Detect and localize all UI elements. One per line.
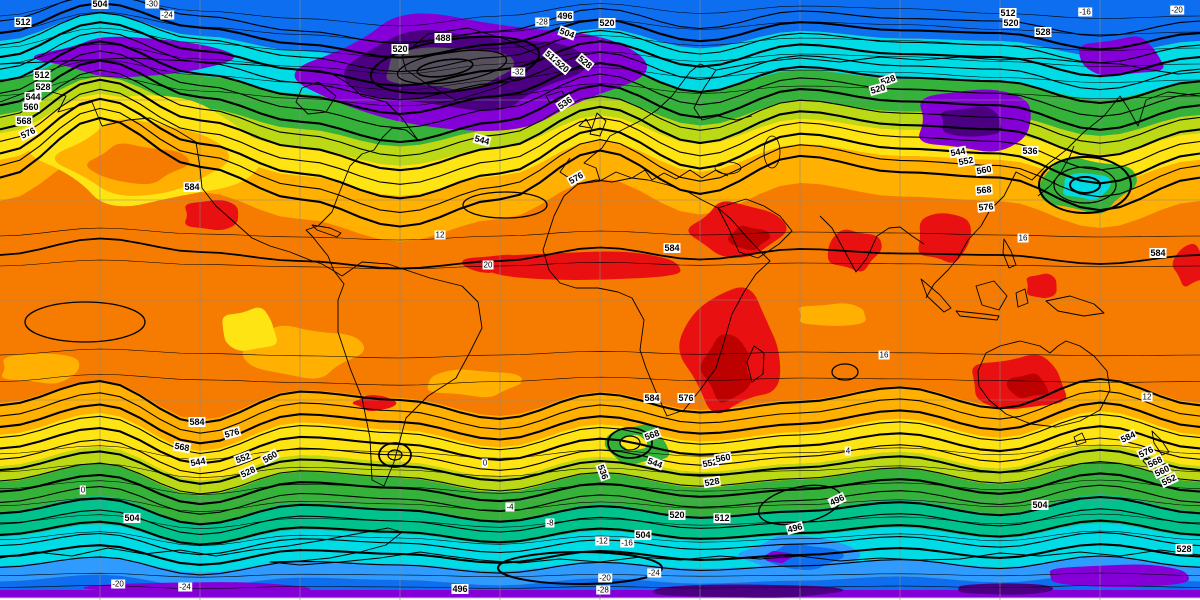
weather-map: 504 512 512 528 544 560 568 576 520 488 496 504 512 5… [0,0,1200,600]
map-canvas [0,0,1200,600]
